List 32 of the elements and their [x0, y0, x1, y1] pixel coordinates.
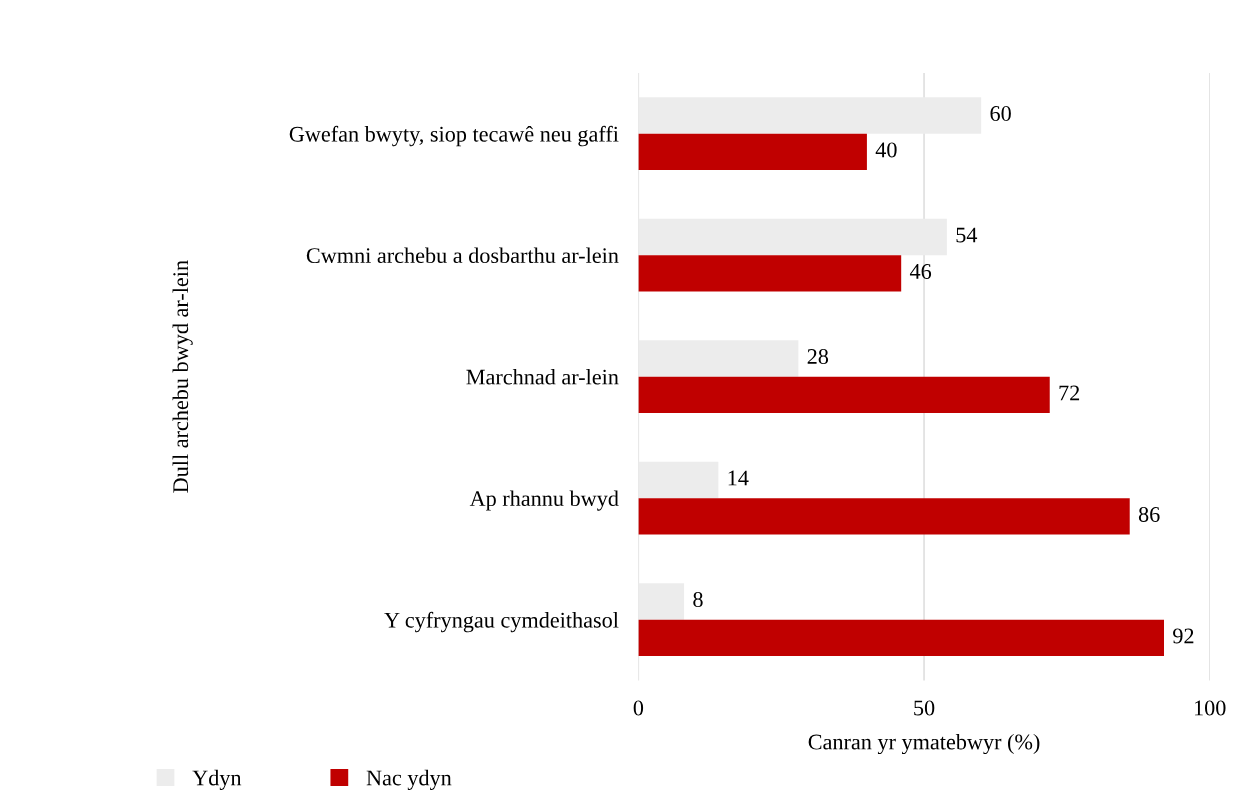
x-tick-label: 100 [1195, 700, 1226, 716]
legend-label: Ydyn [192, 769, 242, 790]
data-label: 28 [807, 348, 829, 364]
y-tick-label: Gwefan bwyty, siop tecawê neu gaffi [289, 125, 619, 147]
data-label: 86 [1138, 506, 1160, 522]
data-label: 92 [1173, 628, 1194, 644]
y-tick-label: Cwmni archebu a dosbarthu ar-lein [306, 247, 619, 264]
data-label: 40 [875, 142, 897, 158]
bar [638, 583, 685, 620]
x-tick-label: 50 [914, 700, 935, 716]
bar [638, 255, 902, 292]
legend-label: Nac ydyn [366, 769, 452, 790]
data-label: 46 [909, 264, 932, 279]
x-tick-label: 0 [633, 700, 644, 716]
bar [638, 133, 867, 171]
bar [638, 218, 947, 256]
data-label: 54 [956, 227, 978, 243]
bar [638, 376, 1050, 414]
data-label: 72 [1059, 385, 1080, 401]
data-label: 8 [693, 591, 703, 607]
bar [638, 340, 799, 377]
x-axis-title: Canran yr ymatebwyr (%) [808, 733, 1040, 755]
y-axis-title: Dull archebu bwyd ar-lein [172, 260, 193, 493]
bar [638, 498, 1130, 535]
bar [638, 461, 719, 499]
bar [638, 97, 982, 134]
y-tick-label: Ap rhannu bwyd [469, 490, 619, 511]
y-tick-label: Y cyfryngau cymdeithasol [384, 611, 619, 633]
bar [638, 619, 1164, 657]
data-label: 60 [990, 105, 1011, 121]
y-tick-label: Marchnad ar-lein [466, 368, 619, 385]
data-label: 14 [728, 470, 749, 486]
